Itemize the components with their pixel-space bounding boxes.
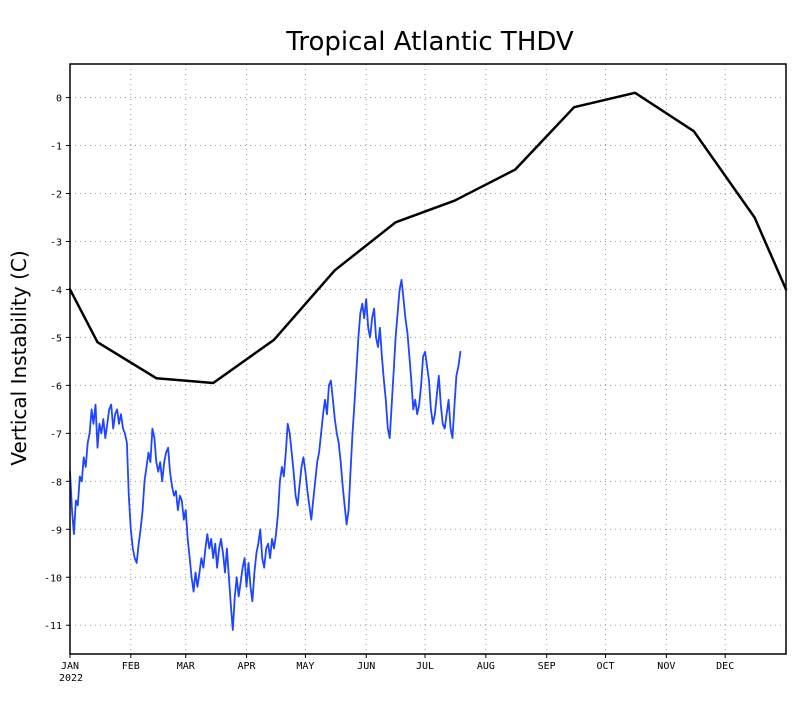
chart-title: Tropical Atlantic THDV [285,27,574,57]
y-tick-label: -4 [50,285,62,296]
x-tick-label: APR [238,661,257,672]
observed-line [69,279,462,631]
x-tick-label: SEP [538,661,556,672]
x-tick-label: FEB [122,661,140,672]
y-tick-label: -3 [50,237,62,248]
y-tick-label: -8 [50,477,62,488]
x-tick-label: MAR [177,661,196,672]
x-tick-label: NOV [657,661,675,672]
y-tick-label: -10 [44,573,62,584]
x-tick-label: AUG [477,661,495,672]
x-tick-label: DEC [716,661,734,672]
year-label: 2022 [59,673,83,684]
x-tick-label: MAY [296,661,314,672]
y-axis-label: Vertical Instability (C) [7,250,31,465]
climatology-line [68,91,788,385]
y-tick-label: -7 [50,429,62,440]
y-tick-label: -2 [50,190,62,201]
y-tick-label: -5 [50,333,62,344]
series-layer [68,91,788,631]
x-tick-label: JUN [357,661,375,672]
grid-layer [70,64,786,654]
x-tick-label: OCT [596,661,614,672]
x-tick-label: JAN [61,661,79,672]
tick-layer: JAN FEB MAR APR MAY JUN JUL AUG SEP OCT NOV DEC 0 -1 -… [44,94,734,672]
x-tick-label: JUL [416,661,434,672]
y-tick-label: -9 [50,525,62,536]
y-tick-label: -1 [50,142,62,153]
y-tick-label: -11 [44,621,62,632]
y-tick-label: 0 [56,94,62,105]
y-tick-label: -6 [50,381,62,392]
plot-frame [69,63,787,655]
